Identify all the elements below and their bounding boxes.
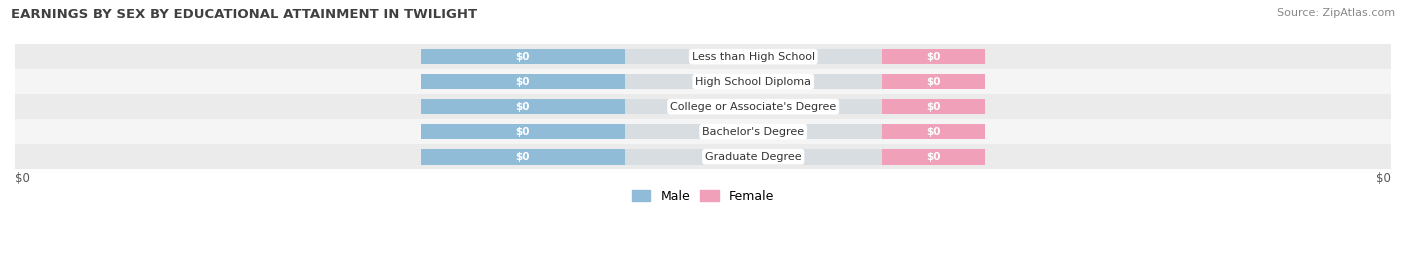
- Text: Source: ZipAtlas.com: Source: ZipAtlas.com: [1277, 8, 1395, 18]
- Bar: [15, 94, 1391, 119]
- Text: $0: $0: [15, 172, 30, 185]
- Bar: [420, 124, 624, 139]
- Text: $0: $0: [516, 102, 530, 112]
- Bar: [882, 49, 986, 64]
- Text: College or Associate's Degree: College or Associate's Degree: [671, 102, 837, 112]
- Bar: [15, 69, 1391, 94]
- Text: Bachelor's Degree: Bachelor's Degree: [702, 127, 804, 137]
- Bar: [420, 99, 624, 114]
- Text: EARNINGS BY SEX BY EDUCATIONAL ATTAINMENT IN TWILIGHT: EARNINGS BY SEX BY EDUCATIONAL ATTAINMEN…: [11, 8, 478, 21]
- Text: $0: $0: [516, 127, 530, 137]
- Text: $0: $0: [927, 52, 941, 62]
- Bar: [420, 149, 624, 165]
- Text: $0: $0: [516, 77, 530, 87]
- Bar: [420, 74, 986, 90]
- Text: $0: $0: [927, 102, 941, 112]
- Bar: [15, 144, 1391, 169]
- Text: High School Diploma: High School Diploma: [695, 77, 811, 87]
- Text: Less than High School: Less than High School: [692, 52, 815, 62]
- Bar: [15, 119, 1391, 144]
- Legend: Male, Female: Male, Female: [627, 185, 779, 208]
- Text: $0: $0: [927, 152, 941, 162]
- Bar: [882, 74, 986, 90]
- Bar: [420, 124, 986, 139]
- Text: $0: $0: [516, 52, 530, 62]
- Bar: [420, 49, 986, 64]
- Bar: [15, 44, 1391, 69]
- Bar: [420, 74, 624, 90]
- Text: $0: $0: [927, 77, 941, 87]
- Bar: [882, 99, 986, 114]
- Bar: [420, 99, 986, 114]
- Bar: [420, 49, 624, 64]
- Text: $0: $0: [927, 127, 941, 137]
- Bar: [882, 149, 986, 165]
- Bar: [882, 124, 986, 139]
- Bar: [420, 149, 986, 165]
- Text: Graduate Degree: Graduate Degree: [704, 152, 801, 162]
- Text: $0: $0: [1376, 172, 1391, 185]
- Text: $0: $0: [516, 152, 530, 162]
